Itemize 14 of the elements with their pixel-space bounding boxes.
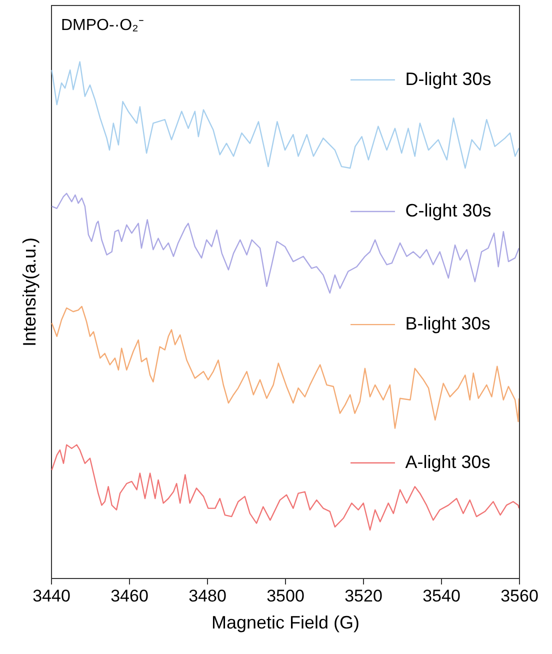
legend-label: D-light 30s bbox=[405, 68, 492, 89]
x-tick-label: 3460 bbox=[110, 586, 148, 606]
legend-label: C-light 30s bbox=[405, 200, 492, 220]
y-axis-title: Intensity(a.u.) bbox=[20, 237, 40, 347]
legend-label: A-light 30s bbox=[405, 452, 490, 472]
legend-label: B-light 30s bbox=[405, 314, 490, 334]
x-tick-label: 3540 bbox=[422, 586, 460, 606]
x-tick-label: 3480 bbox=[188, 586, 226, 606]
x-tick-label: 3560 bbox=[500, 586, 538, 606]
x-axis-title: Magnetic Field (G) bbox=[211, 612, 360, 632]
x-tick-label: 3520 bbox=[344, 586, 382, 606]
x-tick-label: 3500 bbox=[266, 586, 304, 606]
chart-title: DMPO-·O₂⁻ bbox=[61, 17, 144, 34]
x-tick-label: 3440 bbox=[32, 586, 70, 606]
